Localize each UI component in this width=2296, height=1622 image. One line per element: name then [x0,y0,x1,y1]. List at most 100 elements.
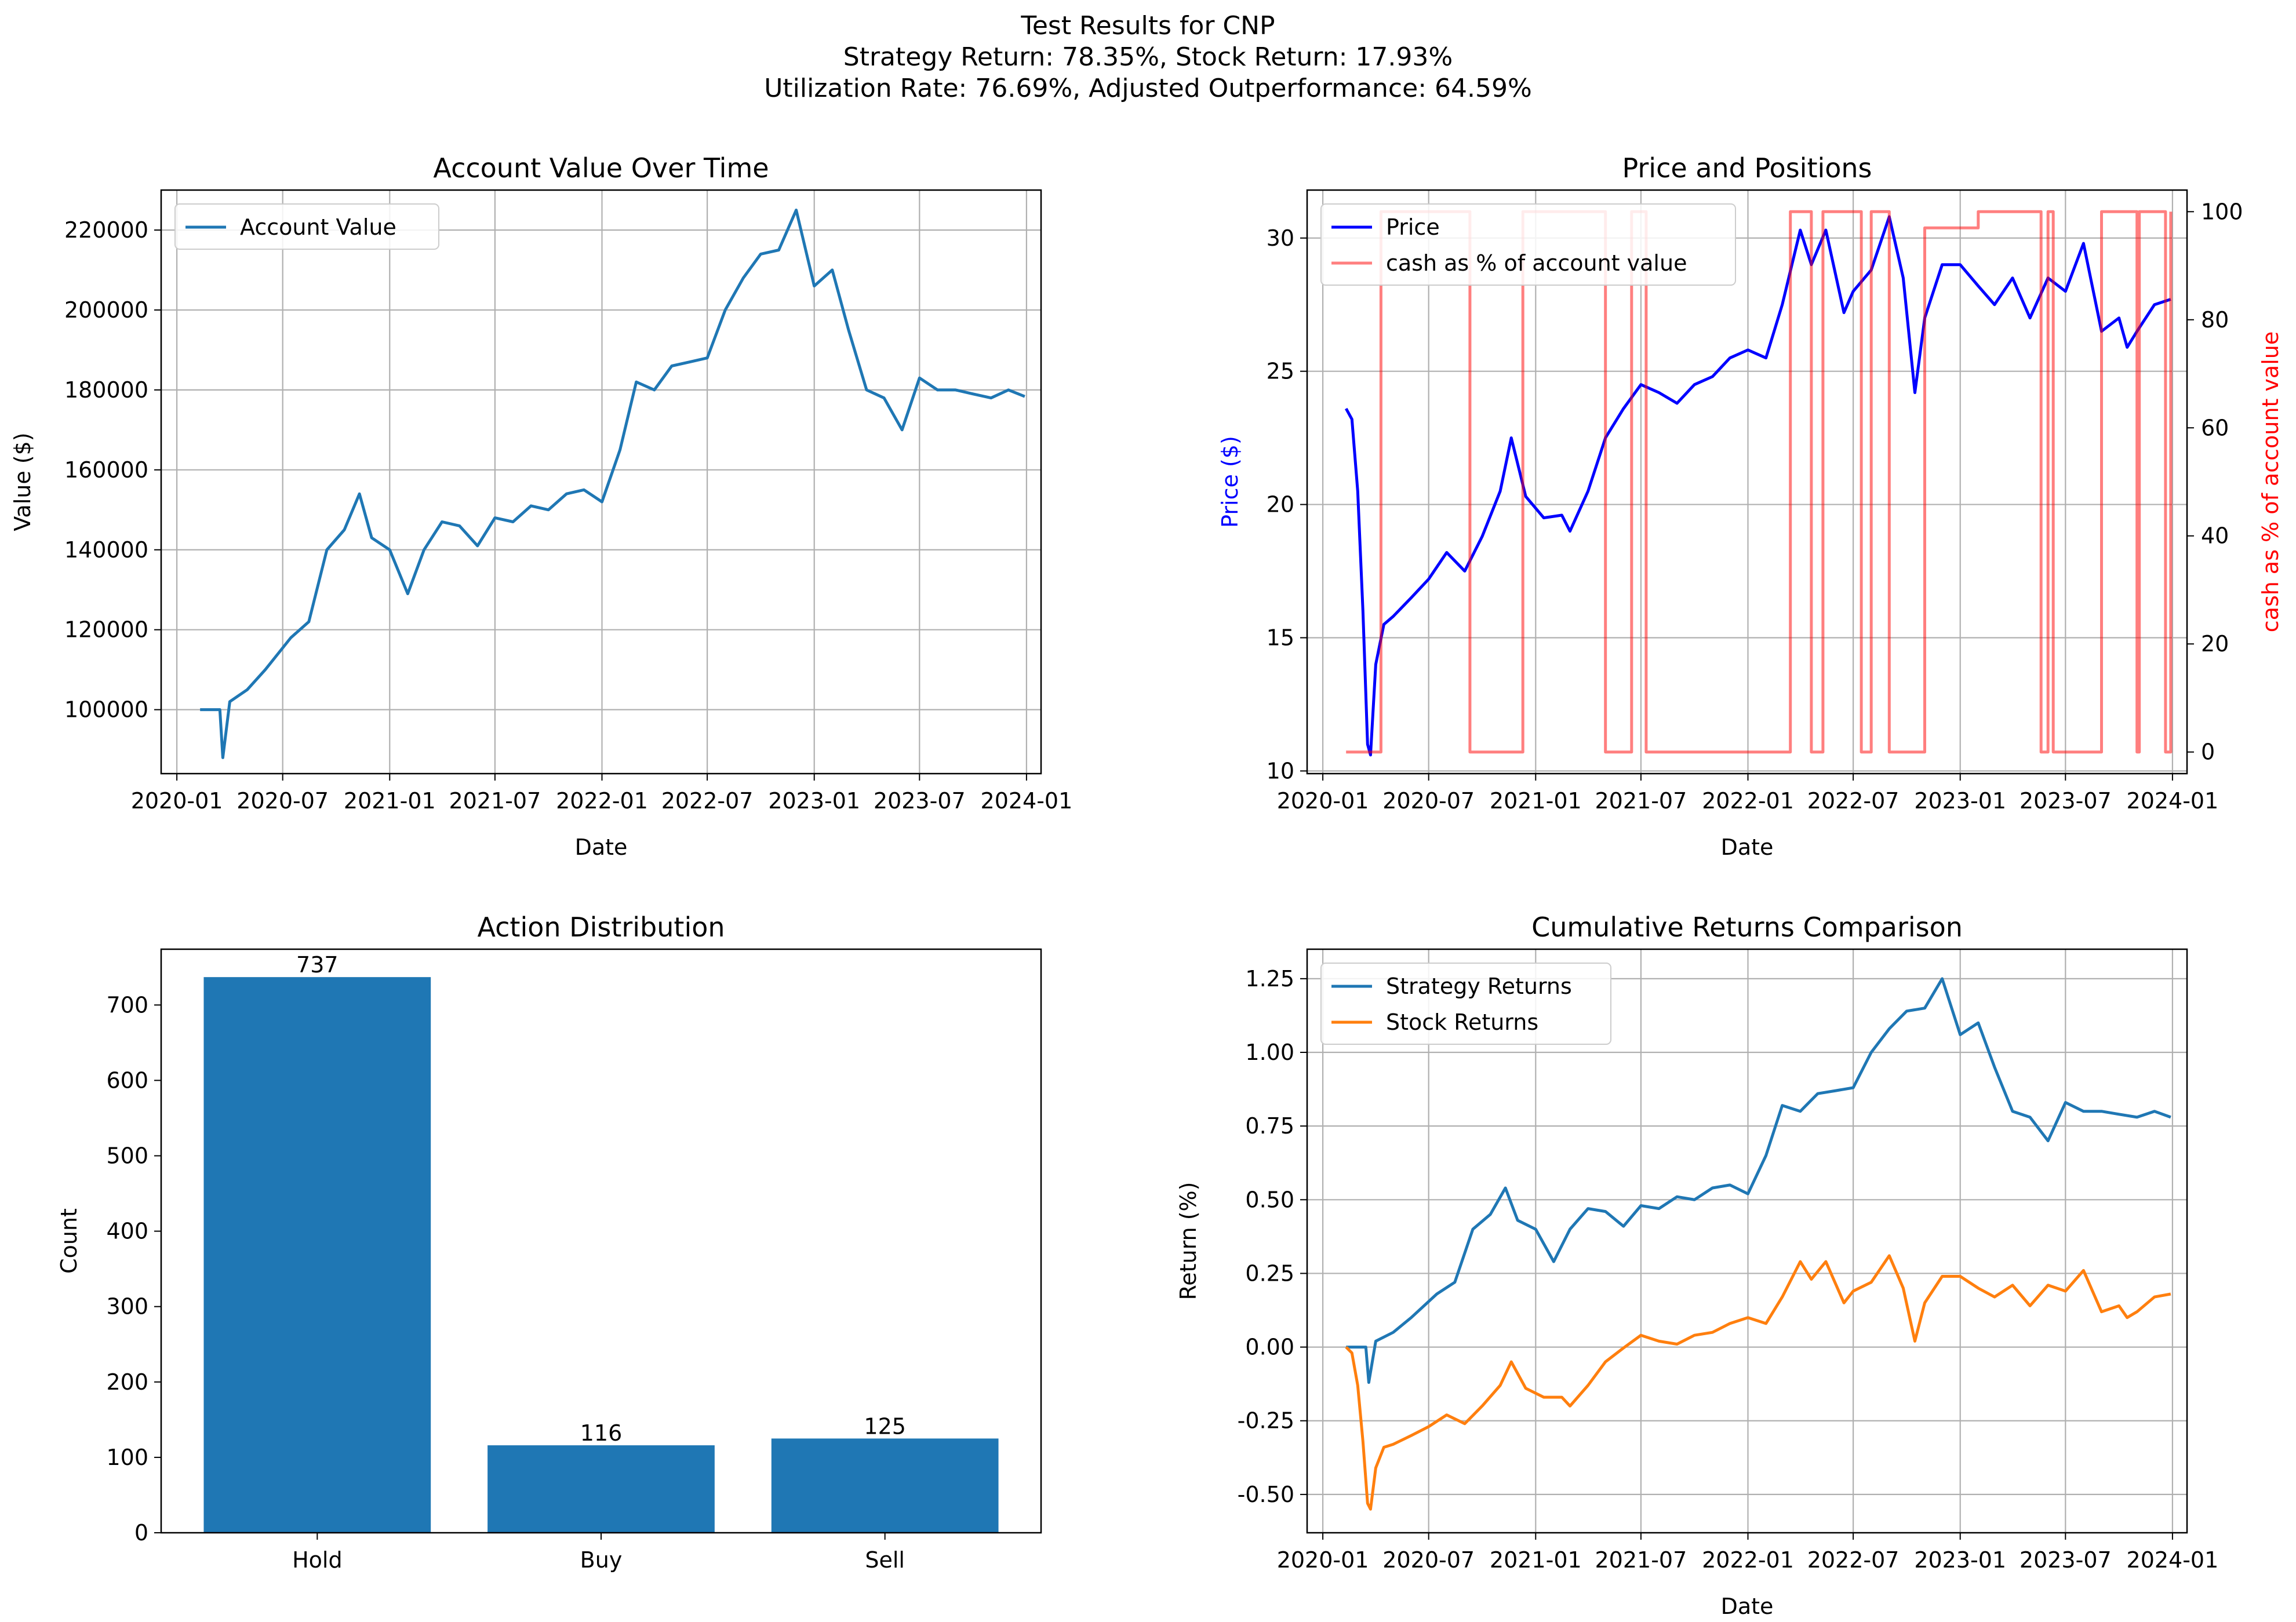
x-axis-label: Date [575,834,628,860]
x-tick-label: 2023-01 [1914,1547,2006,1573]
chart-title: Price and Positions [1622,152,1872,184]
bar-value-label: 737 [296,952,339,978]
x-axis-label: Date [1721,1594,1774,1619]
bar [771,1438,999,1533]
x-tick-label: Hold [292,1547,343,1573]
figure-title-line: Strategy Return: 78.35%, Stock Return: 1… [843,42,1453,72]
x-tick-label: 2023-01 [1914,788,2006,814]
y-tick-label: -0.25 [1238,1408,1294,1434]
series-line [1346,210,2173,754]
y-tick-label: 25 [1267,359,1294,384]
y-tick-label: 100000 [64,697,148,723]
y-tick-label: 400 [106,1219,148,1244]
y-tick-label: 1.25 [1245,966,1294,992]
legend-label: Account Value [240,214,396,240]
y-tick-label: 30 [1267,225,1294,251]
x-tick-label: 2023-07 [2020,1547,2112,1573]
y-tick-label: 0.00 [1245,1335,1294,1360]
y-tick-label: 500 [106,1143,148,1168]
x-tick-label: 2021-01 [1490,788,1582,814]
series-line [200,209,1025,759]
x-tick-label: 2020-07 [236,788,329,814]
y2-tick-label: 100 [2201,199,2243,224]
x-tick-label: 2020-01 [1277,1547,1369,1573]
y-tick-label: 600 [106,1067,148,1093]
bar-value-label: 125 [864,1413,906,1439]
price-positions-chart: 2020-01 2020-07 2021-01 2021-07 2022-01 2022-… [1217,152,2283,860]
y-tick-label: 140000 [64,537,148,563]
bar [203,977,431,1533]
series-line [1345,1254,2171,1511]
x-tick-label: 2022-07 [1807,1547,1900,1573]
x-tick-label: 2021-07 [449,788,541,814]
y-tick-label: 700 [106,992,148,1018]
x-tick-label: 2023-07 [2020,788,2112,814]
y2-axis-label: cash as % of account value [2258,331,2283,632]
x-tick-label: Buy [580,1547,623,1573]
y2-tick-label: 40 [2201,523,2229,549]
legend-label: Price [1386,214,1440,240]
y-tick-label: 180000 [64,377,148,403]
x-tick-label: 2021-07 [1595,1547,1687,1573]
legend-box [1320,963,1611,1045]
x-tick-label: 2020-07 [1382,1547,1475,1573]
cumulative-returns-chart: 2020-01 2020-07 2021-01 2021-07 2022-01 2022-… [1176,912,2218,1619]
x-tick-label: 2022-01 [1702,1547,1794,1573]
x-tick-label: 2024-01 [2127,788,2219,814]
x-tick-label: 2020-07 [1382,788,1475,814]
x-axis-label: Date [1721,834,1774,860]
axes-frame [1306,189,2188,775]
y-tick-label: 100 [106,1445,148,1470]
x-tick-label: 2021-07 [1595,788,1687,814]
series-line [1345,215,2171,757]
y-axis-label: Price ($) [1217,436,1243,528]
bar-value-label: 116 [580,1420,623,1446]
y-tick-label: 0.25 [1245,1260,1294,1286]
y-axis-label: Count [56,1208,82,1274]
account-value-chart: 2020-01 2020-07 2021-01 2021-07 2022-01 2022-… [10,152,1072,860]
legend-box [1320,203,1736,286]
x-tick-label: 2022-07 [661,788,754,814]
x-tick-label: 2021-01 [344,788,436,814]
y2-tick-label: 60 [2201,415,2229,440]
bar [487,1445,715,1533]
y-tick-label: 20 [1267,492,1294,517]
axes-frame [160,189,1042,775]
x-tick-label: 2022-01 [1702,788,1794,814]
y-tick-label: 120000 [64,617,148,643]
x-tick-label: 2022-07 [1807,788,1900,814]
x-tick-label: 2024-01 [981,788,1073,814]
y-tick-label: 1.00 [1245,1040,1294,1065]
x-tick-label: 2024-01 [2127,1547,2219,1573]
y2-tick-label: 20 [2201,631,2229,657]
y-axis-label: Return (%) [1176,1182,1201,1300]
series-line [1346,977,2171,1384]
y-tick-label: 15 [1267,625,1294,650]
y-tick-label: 160000 [64,457,148,483]
y-tick-label: 220000 [64,217,148,243]
chart-title: Account Value Over Time [433,152,769,184]
legend-box [174,203,439,250]
figure-title-line: Test Results for CNP [1021,11,1275,41]
axes-frame [1306,948,2188,1534]
y-tick-label: -0.50 [1238,1482,1294,1507]
x-tick-label: 2023-07 [874,788,966,814]
figure-title-line: Utilization Rate: 76.69%, Adjusted Outpe… [764,74,1532,103]
legend-label: Stock Returns [1386,1009,1538,1035]
chart-title: Action Distribution [477,912,725,943]
y-tick-label: 200 [106,1369,148,1395]
x-tick-label: 2022-01 [556,788,648,814]
y-tick-label: 200000 [64,297,148,323]
legend-label: cash as % of account value [1386,250,1687,276]
y2-tick-label: 80 [2201,307,2229,333]
y-axis-label: Value ($) [10,432,35,531]
x-tick-label: 2020-01 [1277,788,1369,814]
x-tick-label: 2021-01 [1490,1547,1582,1573]
x-tick-label: 2023-01 [768,788,860,814]
x-tick-label: 2020-01 [131,788,223,814]
chart-title: Cumulative Returns Comparison [1531,912,1963,943]
x-tick-label: Sell [865,1547,905,1573]
y-tick-label: 0.50 [1245,1187,1294,1212]
y2-tick-label: 0 [2201,739,2215,765]
